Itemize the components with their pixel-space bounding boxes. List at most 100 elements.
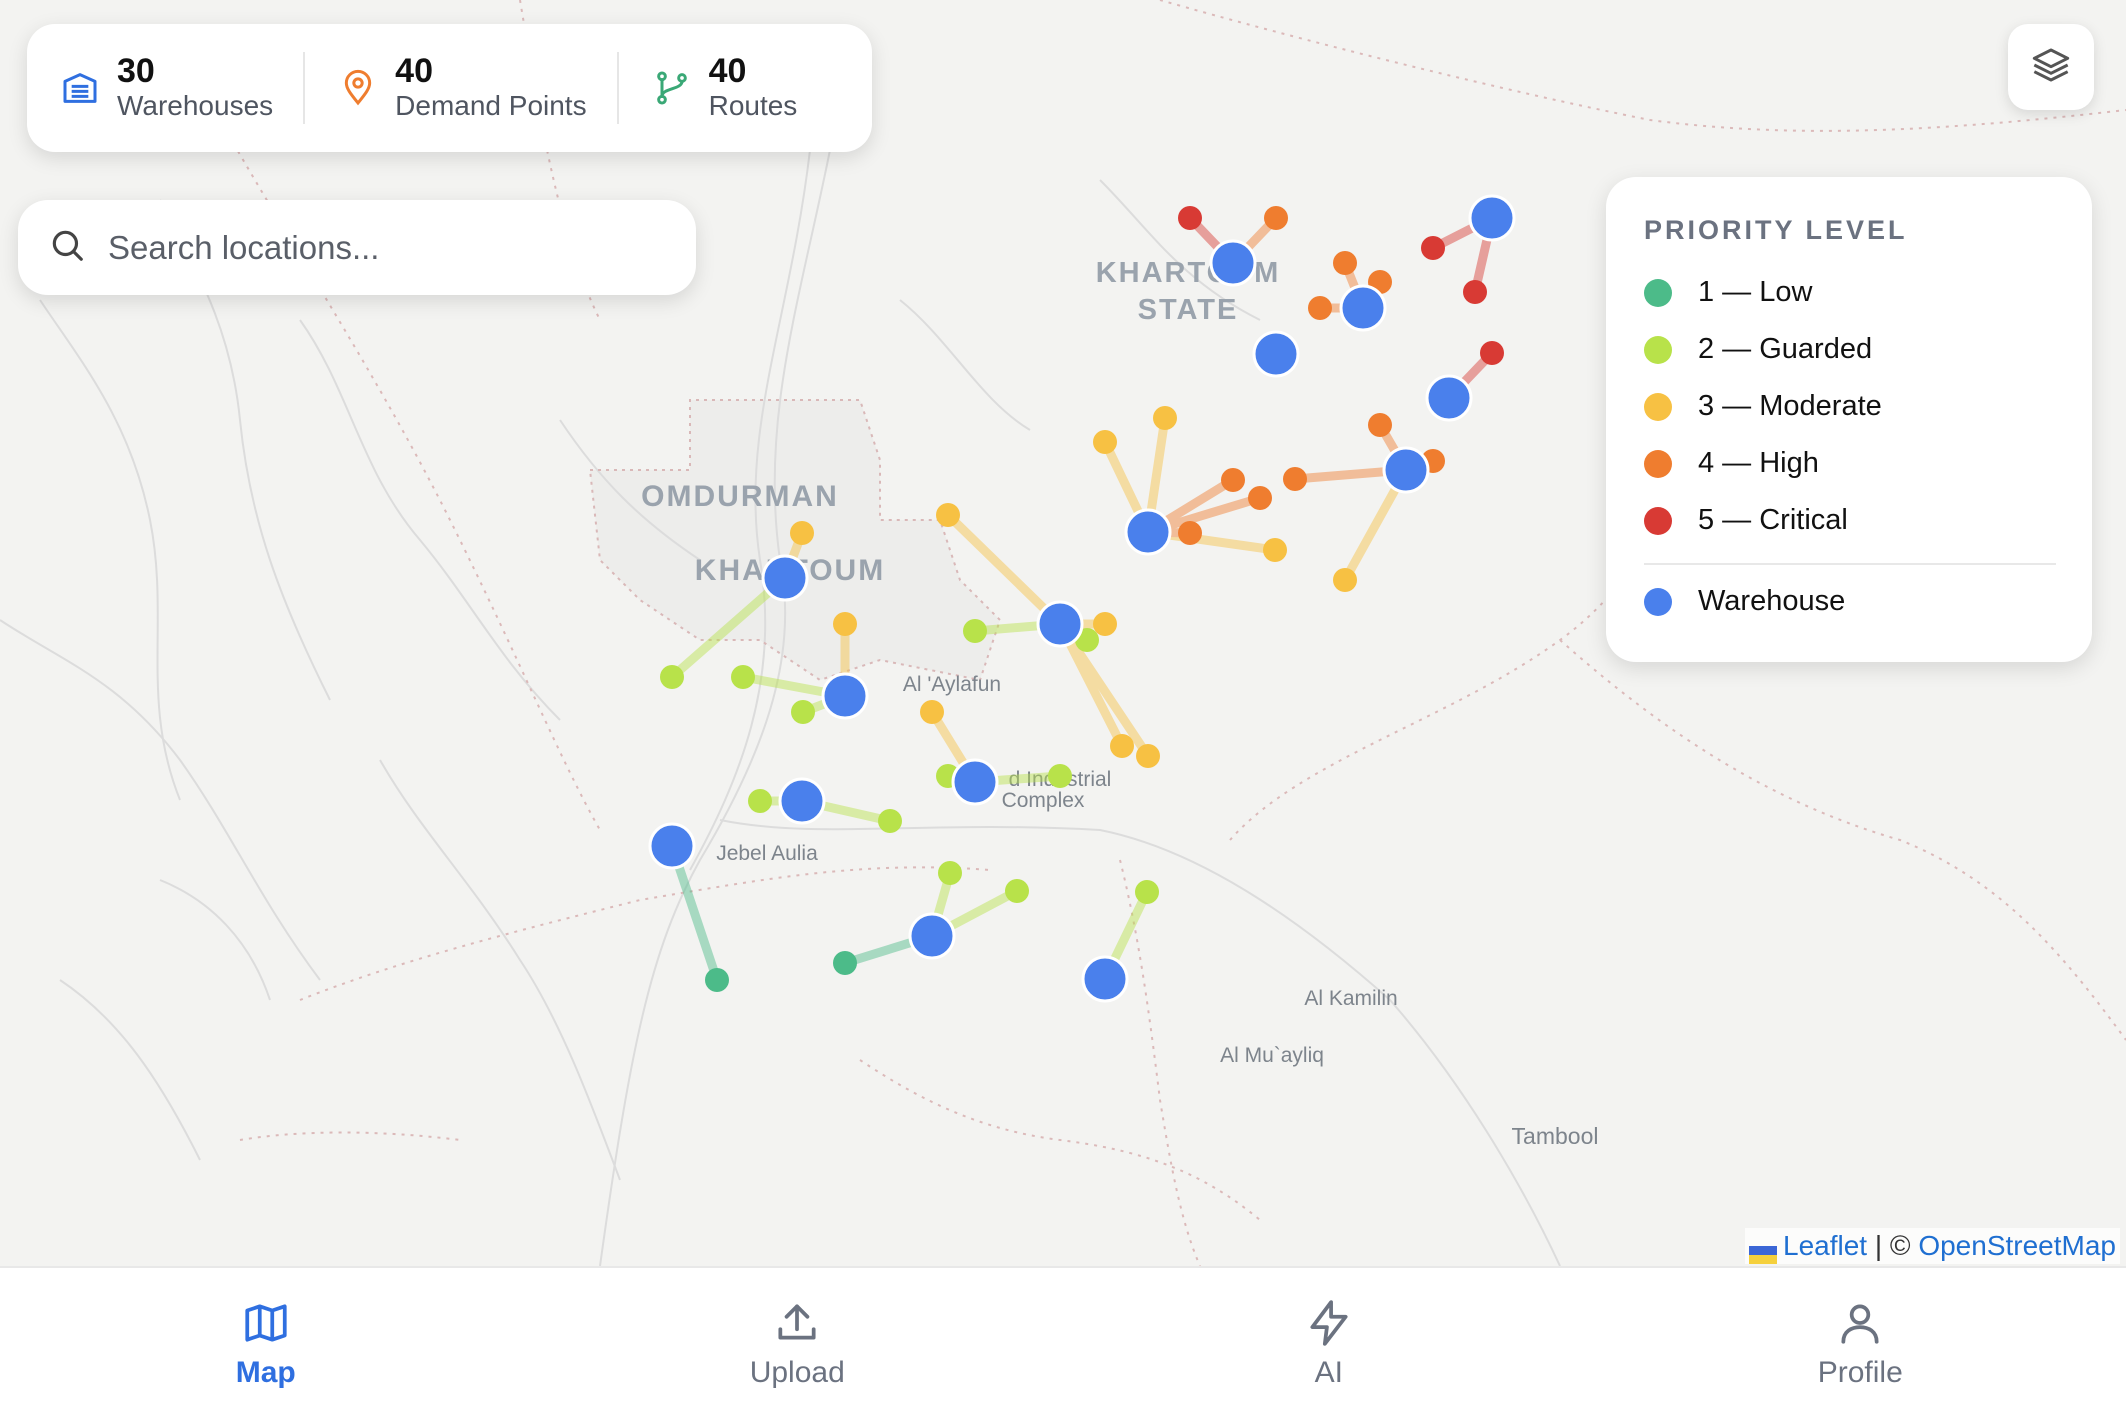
demand-point (833, 951, 857, 975)
demand-point (1368, 413, 1392, 437)
map-label-complex: Complex (1002, 789, 1085, 812)
demand-point (1333, 251, 1357, 275)
stat-routes-label: Routes (709, 89, 798, 123)
nav-profile-label: Profile (1818, 1356, 1903, 1390)
legend-item-warehouse: Warehouse (1644, 573, 2056, 630)
legend-dot (1644, 279, 1672, 307)
demand-point (920, 700, 944, 724)
demand-point (963, 619, 987, 643)
stat-routes: 40 Routes (619, 24, 828, 152)
demand-point (790, 521, 814, 545)
stat-demand-label: Demand Points (395, 89, 586, 123)
demand-point (791, 700, 815, 724)
map-label-state: STATE (1138, 294, 1239, 326)
demand-point (1178, 521, 1202, 545)
stats-card: 30 Warehouses 40 Demand Points (27, 24, 872, 152)
ukraine-flag-icon (1749, 1239, 1777, 1257)
warehouse-icon (57, 65, 103, 111)
legend-label: 2 — Guarded (1698, 333, 1872, 366)
warehouse-marker (1470, 196, 1514, 240)
warehouse-marker (823, 674, 867, 718)
demand-point (938, 861, 962, 885)
demand-point (1308, 296, 1332, 320)
nav-map[interactable]: Map (0, 1268, 532, 1420)
legend-item-guarded: 2 — Guarded (1644, 321, 2056, 378)
map-label-omdurman: OMDURMAN (641, 480, 839, 513)
legend-item-moderate: 3 — Moderate (1644, 378, 2056, 435)
legend-dot (1644, 393, 1672, 421)
map-icon (241, 1298, 291, 1348)
legend-dot (1644, 450, 1672, 478)
legend-dot (1644, 336, 1672, 364)
map-label-tambool: Tambool (1512, 1123, 1599, 1149)
demand-point (1421, 236, 1445, 260)
stat-warehouses: 30 Warehouses (27, 24, 303, 152)
demand-point (1093, 612, 1117, 636)
warehouse-marker (650, 824, 694, 868)
search-bar[interactable] (18, 200, 696, 295)
demand-point (1178, 206, 1202, 230)
demand-point (1283, 467, 1307, 491)
user-icon (1835, 1298, 1885, 1348)
legend-item-high: 4 — High (1644, 435, 2056, 492)
demand-point (1221, 468, 1245, 492)
search-input[interactable] (106, 228, 670, 268)
demand-point (1248, 486, 1272, 510)
map-pin-icon (335, 65, 381, 111)
warehouse-marker (780, 779, 824, 823)
demand-point (1463, 280, 1487, 304)
demand-point (705, 968, 729, 992)
attribution-separator: | © (1867, 1230, 1918, 1261)
nav-profile[interactable]: Profile (1595, 1268, 2126, 1420)
demand-point (1333, 568, 1357, 592)
legend-label: 1 — Low (1698, 276, 1812, 309)
warehouse-marker (1427, 376, 1471, 420)
search-icon (48, 226, 86, 269)
legend-dot (1644, 507, 1672, 535)
nav-upload[interactable]: Upload (532, 1268, 1064, 1420)
stat-warehouses-label: Warehouses (117, 89, 273, 123)
stat-routes-value: 40 (709, 53, 798, 89)
warehouse-marker (1083, 957, 1127, 1001)
legend-title: PRIORITY LEVEL (1644, 215, 2056, 246)
demand-point (748, 789, 772, 813)
warehouse-marker (910, 914, 954, 958)
lightning-icon (1304, 1298, 1354, 1348)
nav-map-label: Map (236, 1356, 296, 1390)
demand-point (1135, 880, 1159, 904)
demand-point (1136, 744, 1160, 768)
legend-divider (1644, 563, 2056, 565)
demand-point (1048, 764, 1072, 788)
layers-button[interactable] (2008, 24, 2094, 110)
warehouse-marker (1038, 602, 1082, 646)
demand-point (1005, 879, 1029, 903)
route-icon (649, 65, 695, 111)
legend-item-low: 1 — Low (1644, 264, 2056, 321)
warehouse-marker (1211, 241, 1255, 285)
map-label-al-aylafun: Al 'Aylafun (903, 673, 1001, 696)
warehouse-marker (1341, 286, 1385, 330)
demand-point (1110, 734, 1134, 758)
demand-point (833, 612, 857, 636)
legend-dot (1644, 588, 1672, 616)
demand-point (731, 665, 755, 689)
stat-demand-points: 40 Demand Points (305, 24, 616, 152)
leaflet-link[interactable]: Leaflet (1783, 1230, 1867, 1261)
nav-ai[interactable]: AI (1063, 1268, 1595, 1420)
demand-point (936, 503, 960, 527)
map-attribution: Leaflet | © OpenStreetMap (1745, 1228, 2120, 1264)
osm-link[interactable]: OpenStreetMap (1918, 1230, 2116, 1261)
map-label-al-kamilin: Al Kamilin (1304, 987, 1397, 1010)
bottom-nav: Map Upload AI Profile (0, 1266, 2126, 1420)
demand-point (1264, 206, 1288, 230)
warehouse-marker (1384, 448, 1428, 492)
map-label-jebel-aulia: Jebel Aulia (716, 842, 818, 865)
legend-item-critical: 5 — Critical (1644, 492, 2056, 549)
layers-icon (2031, 45, 2071, 90)
warehouse-marker (1126, 510, 1170, 554)
demand-point (660, 665, 684, 689)
legend-label: 4 — High (1698, 447, 1819, 480)
map-label-al-muayliq: Al Mu`ayliq (1220, 1044, 1324, 1067)
demand-point (1153, 406, 1177, 430)
legend-label: Warehouse (1698, 585, 1845, 618)
